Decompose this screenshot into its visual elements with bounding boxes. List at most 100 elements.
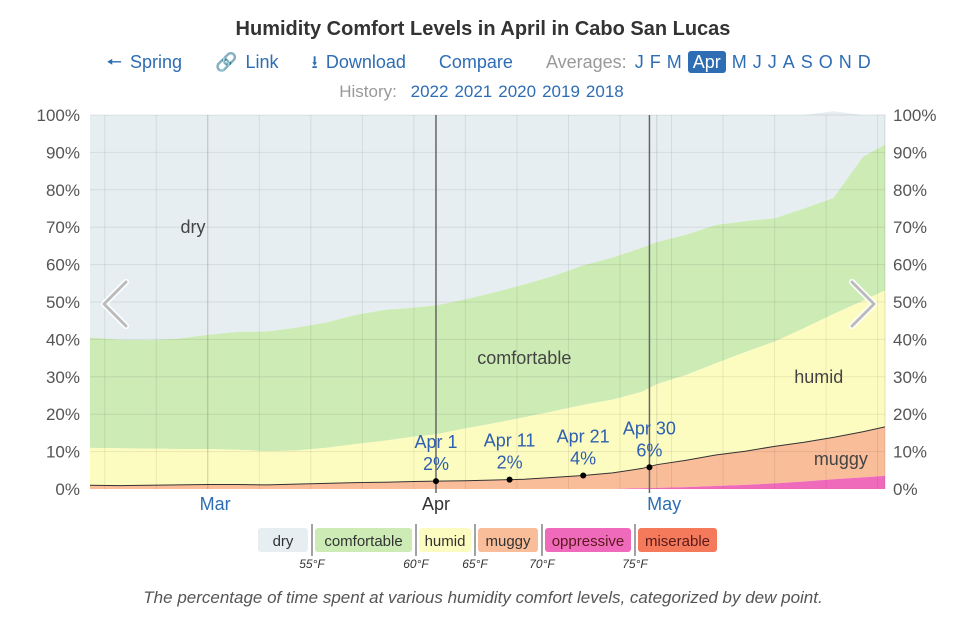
nav-bar: 🠔 Spring 🔗 Link ⭳ Download Compare Averages… (0, 50, 966, 80)
month-link-5[interactable]: J (752, 52, 762, 72)
chart-caption: The percentage of time spent at various … (143, 588, 823, 607)
area-humid (90, 290, 885, 486)
year-list: 2022 2021 2020 2019 2018 (408, 82, 627, 101)
month-list: J F M Apr M J J A S O N D (632, 51, 874, 73)
month-link-8[interactable]: S (800, 52, 813, 72)
download-button[interactable]: ⭳ Download (312, 52, 406, 72)
area-muggy (90, 426, 885, 489)
month-link-2[interactable]: M (666, 52, 682, 72)
area-oppressive (90, 475, 885, 489)
averages-label: Averages: (545, 52, 627, 72)
x-tick-label: Mar (200, 494, 231, 514)
month-link-10[interactable]: N (838, 52, 852, 72)
month-link-1[interactable]: F (649, 52, 661, 72)
x-tick-label: May (647, 494, 681, 514)
annotation-date: Apr 30 (623, 418, 676, 438)
annotation-date: Apr 21 (557, 427, 610, 447)
muggy-or-worse-line (89, 426, 886, 487)
y-tick-right: 0% (893, 480, 918, 499)
area-label: dry (181, 217, 206, 237)
y-tick-right: 50% (893, 293, 927, 312)
y-tick-right: 60% (893, 256, 927, 275)
legend-label: comfortable (324, 533, 402, 550)
arrow-left-icon: 🠔 (106, 52, 122, 72)
annotation-date: Apr 11 (484, 431, 536, 451)
month-link-11[interactable]: D (857, 52, 871, 72)
annotation-value: 2% (423, 454, 449, 474)
annotation-point (432, 478, 439, 485)
y-tick-left: 100% (37, 106, 80, 125)
year-link-2019[interactable]: 2019 (542, 82, 580, 101)
y-tick-left: 60% (46, 256, 80, 275)
legend-label: dry (273, 533, 294, 550)
compare-button[interactable]: Compare (438, 52, 513, 72)
annotation-point (580, 472, 587, 479)
year-link-2018[interactable]: 2018 (585, 82, 624, 101)
chevron-right-icon[interactable] (850, 280, 876, 328)
y-tick-left: 20% (46, 405, 80, 424)
download-icon: ⭳ (311, 52, 318, 72)
history-bar: History: 2022 2021 2020 2019 2018 (0, 82, 966, 102)
annotation-value: 4% (570, 449, 596, 469)
y-tick-left: 80% (46, 181, 80, 200)
link-button[interactable]: 🔗 Link (215, 52, 278, 72)
y-tick-right: 40% (893, 330, 927, 349)
legend-threshold: 70°F (529, 557, 555, 571)
spring-link[interactable]: 🠔 Spring (106, 52, 182, 72)
legend-swatch-muggy (478, 528, 538, 552)
history-label: History: (339, 82, 397, 101)
annotation-value: 6% (636, 440, 662, 460)
legend-label: humid (425, 533, 466, 550)
y-tick-left: 10% (46, 443, 80, 462)
year-link-2022[interactable]: 2022 (410, 82, 449, 101)
area-label: muggy (814, 449, 868, 469)
y-tick-right: 100% (893, 106, 936, 125)
month-link-9[interactable]: O (818, 52, 833, 72)
annotation-point (506, 476, 513, 483)
annotation-point (646, 464, 653, 471)
legend-swatch-miserable (638, 528, 717, 552)
legend-label: oppressive (552, 533, 625, 550)
legend-label: miserable (645, 533, 710, 550)
y-tick-left: 40% (46, 330, 80, 349)
month-link-7[interactable]: A (782, 52, 795, 72)
chevron-left-icon[interactable] (102, 280, 128, 328)
y-tick-right: 80% (893, 181, 927, 200)
y-tick-right: 10% (893, 443, 927, 462)
link-label: Link (245, 52, 279, 72)
legend-threshold: 65°F (462, 557, 488, 571)
y-tick-left: 30% (46, 368, 80, 387)
page-title: Humidity Comfort Levels in April in Cabo… (235, 18, 731, 40)
y-tick-right: 70% (893, 218, 927, 237)
y-tick-right: 20% (893, 405, 927, 424)
link-icon: 🔗 (215, 52, 238, 72)
legend-swatch-humid (419, 528, 471, 552)
annotation-value: 2% (497, 453, 523, 473)
y-tick-right: 30% (893, 368, 927, 387)
legend-label: muggy (485, 533, 531, 550)
legend-threshold: 75°F (622, 557, 648, 571)
year-link-2021[interactable]: 2021 (454, 82, 493, 101)
month-link-6[interactable]: J (767, 52, 777, 72)
legend-swatch-oppressive (545, 528, 631, 552)
y-tick-left: 50% (46, 293, 80, 312)
year-link-2020[interactable]: 2020 (498, 82, 537, 101)
area-dry (90, 111, 885, 341)
legend-threshold: 60°F (403, 557, 429, 571)
spring-label: Spring (130, 52, 183, 72)
month-link-4[interactable]: M (731, 52, 747, 72)
humidity-chart: 0% 0% 10% 10% 20% 20% 30% 30% 40% 40% 50% 50% 60% 60%… (37, 106, 937, 571)
legend-threshold: 55°F (299, 557, 325, 571)
month-link-0[interactable]: J (634, 52, 644, 72)
x-tick-label: Apr (422, 494, 450, 514)
y-tick-left: 70% (46, 218, 80, 237)
annotation-date: Apr 1 (414, 432, 457, 452)
legend-swatch-comfortable (315, 528, 412, 552)
download-label: Download (325, 52, 406, 72)
month-link-3[interactable]: Apr (687, 51, 726, 73)
y-tick-left: 90% (46, 143, 80, 162)
area-label: humid (794, 367, 843, 387)
legend-swatch-dry (258, 528, 308, 552)
y-tick-left: 0% (55, 480, 80, 499)
y-tick-right: 90% (893, 143, 927, 162)
